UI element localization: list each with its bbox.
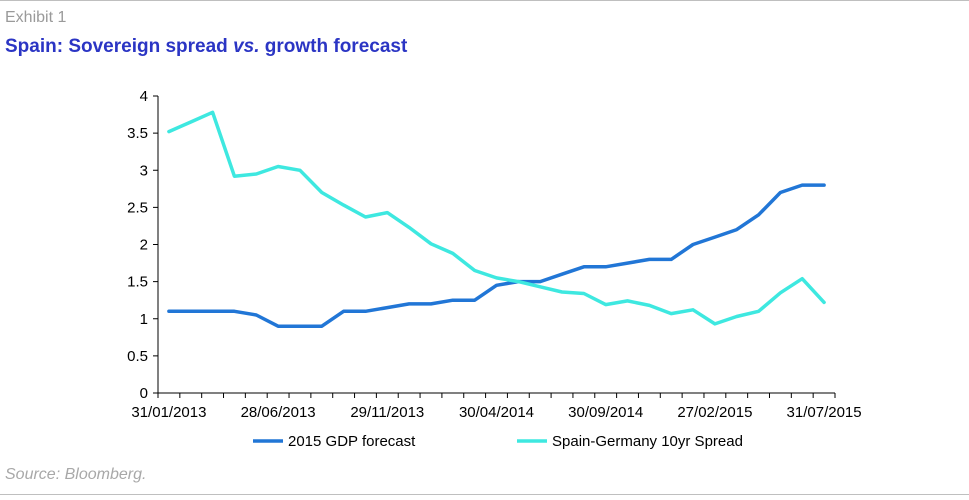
y-tick-label: 2.5 bbox=[127, 199, 148, 216]
y-tick-label: 0.5 bbox=[127, 348, 148, 365]
exhibit-label: Exhibit 1 bbox=[5, 9, 67, 26]
title-end: growth forecast bbox=[259, 36, 408, 57]
y-tick-label: 4 bbox=[140, 88, 148, 105]
title-italic: vs. bbox=[233, 36, 260, 57]
legend: 2015 GDP forecast Spain-Germany 10yr Spre… bbox=[253, 433, 743, 450]
top-rule bbox=[0, 0, 969, 1]
source-note: Source: Bloomberg. bbox=[5, 466, 147, 483]
title-main: Spain: Sovereign spread bbox=[5, 36, 234, 57]
y-tick-label: 1.5 bbox=[127, 274, 148, 291]
x-axis: 31/01/2013 28/06/2013 29/11/2013 30/04/2014… bbox=[131, 392, 862, 421]
x-tick-label: 28/06/2013 bbox=[241, 404, 316, 421]
legend-label-1: Spain-Germany 10yr Spread bbox=[552, 433, 743, 450]
chart-title: Spain: Sovereign spread vs. growth forec… bbox=[5, 36, 407, 58]
y-tick-label: 0 bbox=[140, 385, 148, 402]
x-tick-label: 31/07/2015 bbox=[787, 404, 862, 421]
series-lines bbox=[167, 110, 826, 328]
series-line-0 bbox=[167, 183, 826, 328]
legend-label-0: 2015 GDP forecast bbox=[288, 433, 416, 450]
x-tick-label: 31/01/2013 bbox=[131, 404, 206, 421]
y-tick-label: 1 bbox=[140, 311, 148, 328]
x-tick-label: 30/04/2014 bbox=[459, 404, 534, 421]
y-tick-label: 3.5 bbox=[127, 125, 148, 142]
y-tick-label: 2 bbox=[140, 237, 148, 254]
bottom-rule bbox=[0, 494, 969, 495]
x-tick-label: 29/11/2013 bbox=[350, 404, 424, 421]
series-line-1 bbox=[167, 110, 826, 326]
y-tick-label: 3 bbox=[140, 162, 148, 179]
x-tick-label: 27/02/2015 bbox=[677, 404, 752, 421]
y-axis: 0 0.5 1 1.5 2 2.5 3 3.5 4 bbox=[127, 88, 159, 402]
x-tick-label: 30/09/2014 bbox=[568, 404, 643, 421]
